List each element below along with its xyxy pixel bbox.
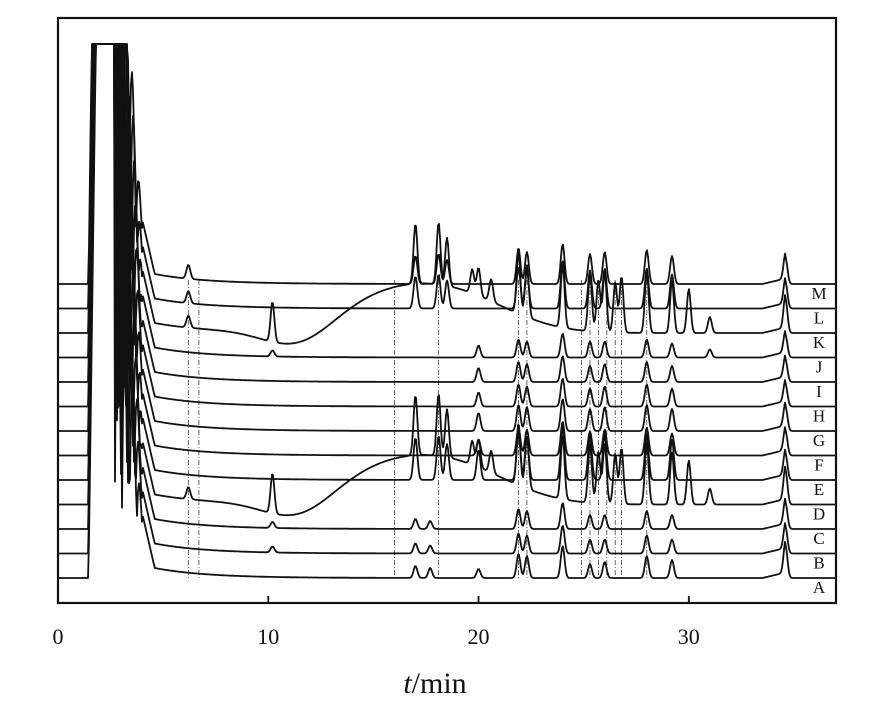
x-tick-label: 0 [53, 624, 64, 649]
trace-C [58, 43, 836, 530]
trace-I [58, 43, 836, 383]
trace-label-E: E [814, 480, 824, 499]
x-axis-ticks: 0 10 20 30 [53, 596, 700, 649]
trace-label-C: C [813, 529, 824, 548]
trace-A [58, 43, 836, 579]
trace-label-K: K [813, 333, 826, 352]
trace-H [58, 43, 836, 408]
trace-label-H: H [813, 407, 825, 426]
plot-frame [56, 16, 838, 605]
trace-B [58, 43, 836, 555]
trace-label-B: B [813, 554, 824, 573]
x-axis-title: t/min [403, 667, 466, 700]
trace-J [58, 43, 836, 359]
x-tick-label: 20 [468, 624, 490, 649]
trace-E [58, 43, 836, 481]
trace-label-G: G [813, 431, 825, 450]
x-tick-label: 10 [257, 624, 279, 649]
trace-K [58, 43, 836, 345]
trace-label-F: F [814, 456, 823, 475]
trace-M [58, 43, 836, 285]
trace-label-L: L [814, 309, 824, 328]
trace-L [58, 43, 836, 310]
x-axis-variable: t [403, 667, 412, 700]
trace-group [58, 43, 836, 579]
trace-D [58, 43, 836, 517]
trace-F [58, 43, 836, 457]
trace-label-D: D [813, 505, 825, 524]
x-axis-unit: /min [412, 667, 467, 700]
trace-label-J: J [816, 358, 823, 377]
trace-label-M: M [811, 284, 826, 303]
trace-label-A: A [813, 578, 826, 597]
trace-G [58, 43, 836, 432]
x-tick-label: 30 [678, 624, 700, 649]
trace-label-I: I [816, 382, 822, 401]
